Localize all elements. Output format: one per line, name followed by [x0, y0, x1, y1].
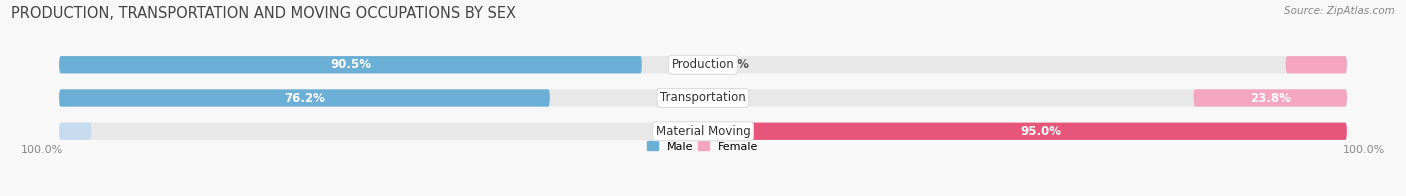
- Text: 95.0%: 95.0%: [1021, 125, 1062, 138]
- Text: Production: Production: [672, 58, 734, 71]
- Text: 100.0%: 100.0%: [21, 145, 63, 155]
- Text: 5.0%: 5.0%: [658, 125, 690, 138]
- Text: 9.5%: 9.5%: [716, 58, 749, 71]
- Text: Transportation: Transportation: [661, 92, 745, 104]
- FancyBboxPatch shape: [59, 56, 703, 73]
- FancyBboxPatch shape: [703, 89, 1347, 107]
- FancyBboxPatch shape: [59, 123, 91, 140]
- FancyBboxPatch shape: [1285, 56, 1347, 73]
- Text: 23.8%: 23.8%: [1250, 92, 1291, 104]
- FancyBboxPatch shape: [59, 89, 703, 107]
- FancyBboxPatch shape: [59, 56, 641, 73]
- Text: 76.2%: 76.2%: [284, 92, 325, 104]
- FancyBboxPatch shape: [735, 123, 1347, 140]
- Legend: Male, Female: Male, Female: [643, 137, 763, 156]
- Text: Material Moving: Material Moving: [655, 125, 751, 138]
- Text: 100.0%: 100.0%: [1343, 145, 1385, 155]
- Text: 90.5%: 90.5%: [330, 58, 371, 71]
- FancyBboxPatch shape: [59, 123, 703, 140]
- Text: Source: ZipAtlas.com: Source: ZipAtlas.com: [1284, 6, 1395, 16]
- FancyBboxPatch shape: [703, 123, 1347, 140]
- Text: PRODUCTION, TRANSPORTATION AND MOVING OCCUPATIONS BY SEX: PRODUCTION, TRANSPORTATION AND MOVING OC…: [11, 6, 516, 21]
- FancyBboxPatch shape: [703, 56, 1347, 73]
- FancyBboxPatch shape: [1194, 89, 1347, 107]
- FancyBboxPatch shape: [59, 89, 550, 107]
